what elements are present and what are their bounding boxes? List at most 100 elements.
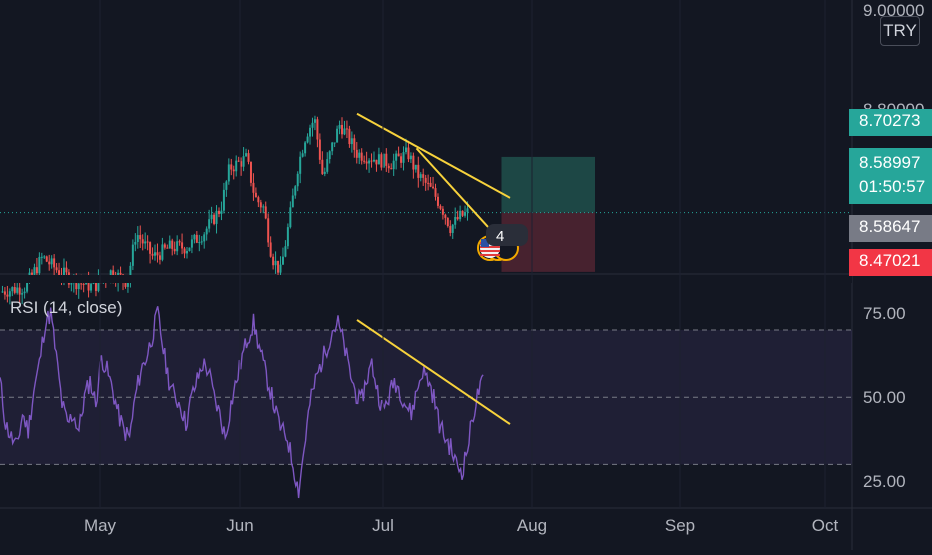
event-count-bubble[interactable] (486, 224, 528, 246)
candle-up (284, 246, 287, 257)
candle-up (274, 260, 277, 266)
candle-down (217, 210, 220, 214)
candle-up (311, 122, 314, 128)
candle-down (365, 161, 368, 164)
candle-up (373, 159, 375, 162)
candle-down (363, 160, 366, 162)
candle-up (227, 164, 230, 182)
candle-down (151, 253, 154, 256)
candle-down (149, 242, 152, 254)
countdown-timer: 01:50:57 (859, 177, 926, 196)
candle-up (294, 186, 297, 196)
candle-up (1, 291, 4, 293)
candle-down (370, 160, 373, 162)
candle-down (267, 218, 270, 243)
candle-up (299, 156, 302, 174)
candle-up (451, 224, 454, 233)
rsi-indicator-label[interactable]: RSI (14, close) (10, 298, 123, 317)
candle-up (176, 241, 179, 252)
candle-down (58, 270, 61, 276)
candle-up (414, 164, 417, 170)
candle-down (254, 192, 257, 198)
candle-up (220, 210, 223, 214)
event-count: 4 (496, 228, 504, 245)
time-axis-label: Aug (517, 516, 547, 535)
candle-up (8, 291, 11, 297)
candle-up (50, 258, 53, 265)
candle-up (336, 128, 339, 143)
candle-up (200, 241, 203, 243)
profit-zone[interactable] (501, 156, 596, 213)
candle-up (225, 181, 228, 190)
candle-down (259, 202, 262, 208)
candle-down (380, 154, 383, 168)
candle-down (439, 205, 442, 209)
candle-down (429, 182, 432, 187)
candle-down (146, 241, 149, 243)
rsi-line[interactable] (0, 306, 484, 499)
candle-down (436, 196, 439, 206)
candle-up (242, 156, 245, 167)
candle-down (55, 267, 58, 271)
current-price-tag: 8.58997 01:50:57 (849, 148, 932, 204)
candle-down (173, 248, 176, 252)
candle-down (249, 161, 252, 183)
candle-up (419, 174, 422, 178)
price-trendline-short[interactable] (415, 147, 494, 234)
candle-up (210, 214, 213, 220)
price-axis-label: 9.00000 (863, 1, 924, 20)
candle-up (377, 154, 380, 165)
candle-up (291, 195, 294, 208)
candle-down (461, 210, 464, 216)
candle-up (77, 283, 80, 290)
candle-down (195, 234, 198, 243)
candle-down (269, 242, 272, 257)
candle-up (208, 219, 211, 229)
candle-up (296, 173, 299, 187)
candle-down (407, 147, 410, 160)
candle-down (112, 270, 115, 280)
time-axis-label: Jun (226, 516, 253, 535)
candle-down (181, 242, 184, 249)
candle-up (279, 264, 282, 273)
candle-up (161, 244, 164, 260)
candle-down (6, 294, 9, 297)
current-price-value: 8.58997 (859, 153, 921, 172)
candle-up (328, 151, 331, 160)
candle-up (33, 267, 36, 275)
candle-down (53, 258, 56, 268)
us-flag-stripe (480, 250, 500, 252)
prev-close-tag: 8.58647 (849, 215, 932, 242)
candle-up (134, 241, 137, 245)
candle-down (13, 287, 16, 293)
candle-up (109, 270, 112, 280)
candle-down (30, 272, 33, 275)
candle-up (333, 142, 336, 144)
candle-up (90, 283, 93, 291)
candle-up (16, 287, 19, 293)
candle-up (205, 228, 208, 235)
candle-up (466, 208, 469, 213)
candle-down (240, 161, 243, 167)
candle-down (449, 226, 452, 233)
us-flag-stripe (480, 246, 500, 248)
candle-down (422, 174, 425, 178)
candle-down (427, 182, 430, 184)
candle-down (375, 159, 378, 165)
time-axis-label: Oct (812, 516, 839, 535)
candle-down (80, 283, 83, 285)
candle-up (304, 142, 307, 154)
candle-down (158, 255, 161, 260)
candle-down (387, 165, 390, 169)
candle-up (245, 153, 248, 157)
candle-up (38, 256, 41, 274)
currency-button[interactable]: TRY (880, 16, 920, 46)
candle-down (360, 152, 363, 161)
candle-up (368, 160, 371, 164)
candle-up (43, 256, 46, 258)
candle-down (400, 156, 403, 163)
candle-down (355, 149, 358, 158)
candle-down (397, 153, 400, 157)
